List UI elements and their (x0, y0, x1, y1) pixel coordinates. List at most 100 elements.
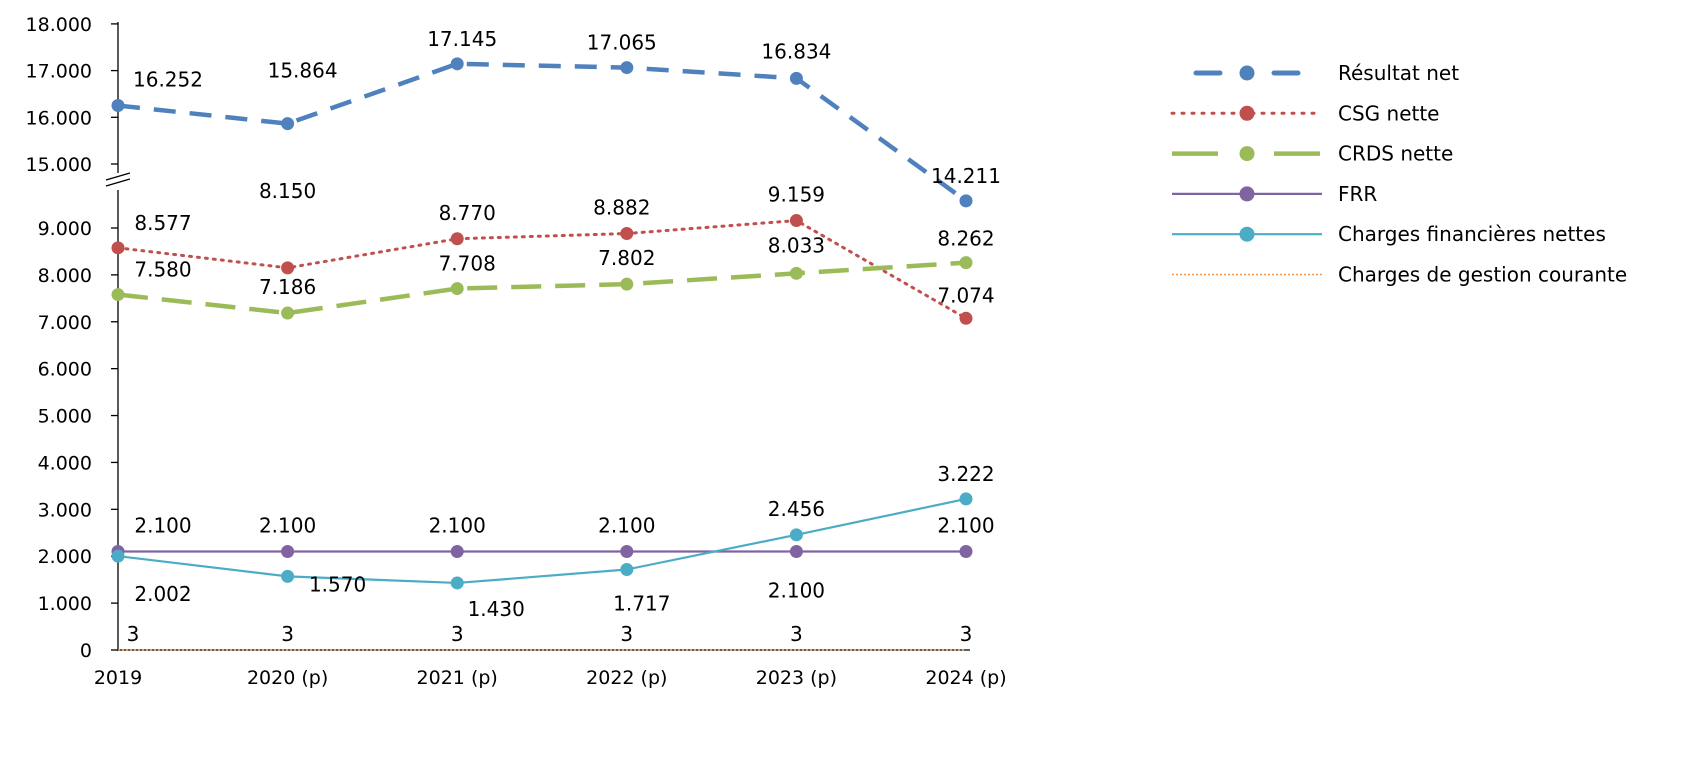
data-label-crds-nette: 7.186 (259, 275, 316, 299)
y-tick-label: 0 (80, 640, 92, 662)
data-label-charges-de-gestion-courante: 3 (620, 622, 633, 646)
data-point-resultat-net (111, 99, 125, 113)
legend-marker-charges-financieres-nettes (1239, 226, 1255, 242)
series-line-crds-nette (117, 260, 967, 316)
data-label-charges-de-gestion-courante: 3 (127, 622, 140, 646)
data-point-resultat-net (281, 117, 295, 131)
data-label-charges-financieres-nettes: 2.456 (768, 497, 825, 521)
data-point-crds-nette (450, 282, 464, 296)
data-label-crds-nette: 7.802 (598, 246, 655, 270)
x-tick-label: 2020 (p) (247, 667, 328, 689)
data-label-frr: 2.100 (259, 514, 316, 538)
data-point-charges-financieres-nettes (620, 562, 634, 576)
data-point-csg-nette (281, 261, 295, 275)
y-tick-label: 15.000 (26, 154, 92, 176)
legend-marker-crds-nette (1239, 146, 1255, 162)
y-tick-label: 5.000 (38, 406, 92, 428)
y-tick-label: 17.000 (26, 61, 92, 83)
legend-marker-resultat-net (1239, 65, 1255, 81)
data-point-crds-nette (789, 266, 803, 280)
data-label-charges-financieres-nettes: 3.222 (937, 462, 994, 486)
data-point-crds-nette (111, 288, 125, 302)
data-point-frr (789, 545, 803, 559)
data-label-charges-financieres-nettes: 1.570 (309, 572, 366, 596)
legend-label-charges-de-gestion-courante: Charges de gestion courante (1338, 263, 1627, 287)
data-point-charges-financieres-nettes (111, 549, 125, 563)
y-tick-label: 16.000 (26, 107, 92, 129)
data-label-frr: 2.100 (429, 514, 486, 538)
data-label-frr: 2.100 (768, 579, 825, 603)
data-point-csg-nette (111, 241, 125, 255)
y-tick-label: 18.000 (26, 14, 92, 36)
data-point-frr (281, 545, 295, 559)
data-label-csg-nette: 8.882 (593, 196, 650, 220)
series-line-charges-financieres-nettes (117, 497, 967, 585)
data-label-charges-de-gestion-courante: 3 (790, 622, 803, 646)
data-label-charges-financieres-nettes: 1.430 (468, 597, 525, 621)
data-label-resultat-net: 17.145 (427, 27, 497, 51)
legend-marker-csg-nette (1239, 105, 1255, 121)
legend-label-csg-nette: CSG nette (1338, 101, 1439, 125)
data-point-crds-nette (620, 277, 634, 291)
data-label-crds-nette: 7.580 (134, 258, 191, 282)
data-label-csg-nette: 7.074 (937, 283, 994, 307)
axis-break-mark (105, 172, 131, 181)
data-point-crds-nette (959, 256, 973, 270)
x-tick-label: 2019 (94, 667, 142, 689)
y-tick-label: 1.000 (38, 593, 92, 615)
data-label-charges-financieres-nettes: 2.002 (134, 582, 191, 606)
data-point-resultat-net (789, 71, 803, 85)
data-point-frr (450, 545, 464, 559)
data-label-frr: 2.100 (937, 514, 994, 538)
y-tick-label: 3.000 (38, 499, 92, 521)
data-label-crds-nette: 7.708 (439, 252, 496, 276)
data-point-resultat-net (959, 194, 973, 208)
axis-break-mark (105, 178, 131, 187)
data-point-charges-financieres-nettes (281, 569, 295, 583)
data-label-charges-financieres-nettes: 1.717 (613, 591, 670, 615)
data-label-csg-nette: 8.150 (259, 179, 316, 203)
data-label-resultat-net: 16.252 (133, 68, 203, 92)
data-point-csg-nette (450, 232, 464, 246)
data-point-charges-financieres-nettes (450, 576, 464, 590)
data-label-csg-nette: 9.159 (768, 183, 825, 207)
series-line-csg-nette (116, 219, 968, 320)
y-tick-label: 6.000 (38, 359, 92, 381)
x-tick-label: 2021 (p) (417, 667, 498, 689)
legend-label-charges-financieres-nettes: Charges financières nettes (1338, 222, 1606, 246)
y-tick-label: 8.000 (38, 265, 92, 287)
data-point-csg-nette (620, 227, 634, 241)
data-point-charges-financieres-nettes (959, 492, 973, 506)
legend-label-crds-nette: CRDS nette (1338, 142, 1453, 166)
data-label-crds-nette: 8.262 (937, 227, 994, 251)
data-label-resultat-net: 16.834 (761, 39, 831, 63)
data-point-resultat-net (620, 61, 634, 75)
legend-marker-frr (1239, 186, 1255, 202)
y-tick-label: 9.000 (38, 218, 92, 240)
data-point-csg-nette (789, 214, 803, 228)
data-label-charges-de-gestion-courante: 3 (281, 622, 294, 646)
data-label-charges-de-gestion-courante: 3 (451, 622, 464, 646)
data-point-frr (959, 545, 973, 559)
data-point-frr (620, 545, 634, 559)
data-label-csg-nette: 8.770 (439, 201, 496, 225)
data-point-resultat-net (450, 57, 464, 71)
data-label-resultat-net: 14.211 (931, 164, 1001, 188)
y-tick-label: 7.000 (38, 312, 92, 334)
legend-label-resultat-net: Résultat net (1338, 61, 1459, 85)
series-line-resultat-net (117, 61, 968, 203)
data-label-frr: 2.100 (598, 514, 655, 538)
y-tick-label: 4.000 (38, 452, 92, 474)
data-point-csg-nette (959, 311, 973, 325)
data-point-charges-financieres-nettes (789, 528, 803, 542)
data-label-frr: 2.100 (134, 514, 191, 538)
x-tick-label: 2023 (p) (756, 667, 837, 689)
x-tick-label: 2022 (p) (586, 667, 667, 689)
data-label-charges-de-gestion-courante: 3 (960, 622, 973, 646)
data-label-resultat-net: 17.065 (587, 31, 657, 55)
data-label-csg-nette: 8.577 (134, 211, 191, 235)
data-point-crds-nette (281, 306, 295, 320)
data-label-crds-nette: 8.033 (768, 233, 825, 257)
data-label-resultat-net: 15.864 (268, 59, 338, 83)
y-tick-label: 2.000 (38, 546, 92, 568)
